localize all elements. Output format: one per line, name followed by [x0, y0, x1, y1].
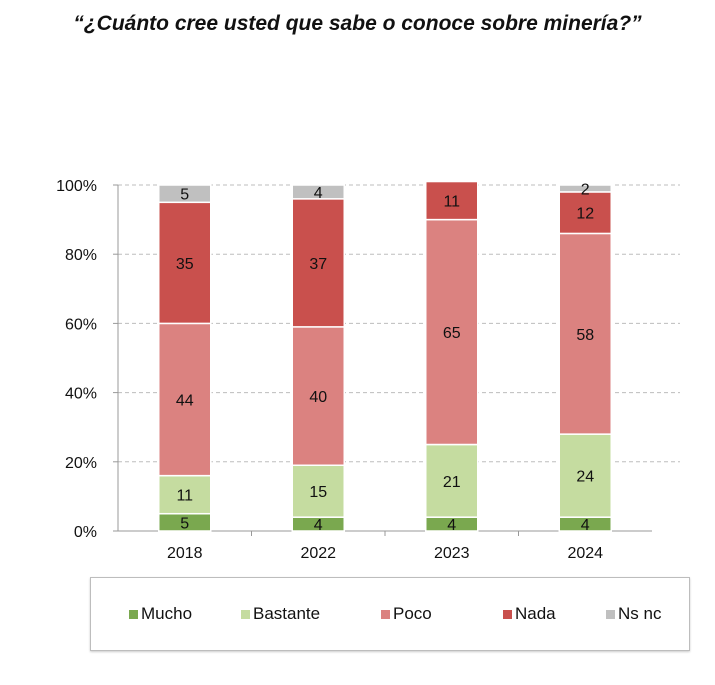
- legend-label: Mucho: [141, 604, 193, 623]
- legend-label: Nada: [515, 604, 556, 623]
- bar-segment-poco: [291, 326, 345, 467]
- legend-swatch: [129, 609, 138, 619]
- bar-segment-bastante: [291, 464, 345, 518]
- data-label: 2: [581, 181, 590, 198]
- y-tick-label: 20%: [65, 455, 97, 472]
- bar-segment-ns-nc: [291, 184, 345, 200]
- data-label: 5: [180, 515, 189, 532]
- bar-segment-poco: [558, 232, 612, 435]
- y-tick-label: 60%: [65, 316, 97, 333]
- x-tick-label: 2022: [300, 545, 336, 562]
- data-label: 24: [576, 469, 594, 486]
- data-label: 4: [314, 517, 323, 534]
- data-label: 15: [309, 484, 327, 501]
- data-label: 65: [443, 325, 461, 342]
- bar-segment-nada: [558, 191, 612, 235]
- legend-item: Nada: [503, 604, 556, 624]
- legend-swatch: [241, 609, 250, 619]
- x-tick-label: 2024: [567, 545, 603, 562]
- bar-segment-nada: [158, 201, 212, 325]
- legend-item: Bastante: [241, 604, 320, 624]
- legend: Mucho Bastante Poco Nada Ns nc: [90, 577, 690, 651]
- legend-item: Poco: [381, 604, 432, 624]
- legend-item: Ns nc: [606, 604, 661, 624]
- y-tick-label: 40%: [65, 386, 97, 403]
- data-label: 11: [443, 194, 460, 211]
- data-label: 21: [443, 474, 461, 491]
- data-label: 4: [314, 185, 323, 202]
- legend-label: Poco: [393, 604, 432, 623]
- stacked-bar-chart: 0%20%40%60%80%100%2018511443552022415403…: [56, 178, 680, 562]
- data-label: 58: [576, 327, 594, 344]
- bar-segment-ns-nc: [558, 184, 612, 193]
- data-label: 40: [309, 389, 327, 406]
- data-label: 35: [176, 256, 194, 273]
- bar-segment-poco: [158, 322, 212, 477]
- data-label: 4: [581, 517, 590, 534]
- data-label: 5: [180, 187, 189, 204]
- data-label: 44: [176, 393, 194, 410]
- bar-segment-bastante: [425, 443, 479, 518]
- legend-swatch: [606, 609, 615, 619]
- y-tick-label: 100%: [56, 178, 97, 195]
- bar-segment-nada: [425, 180, 479, 221]
- legend-item: Mucho: [129, 604, 192, 624]
- data-label: 4: [447, 517, 456, 534]
- chart-title: “¿Cuánto cree usted que sabe o conoce so…: [73, 12, 642, 35]
- legend-swatch: [381, 609, 390, 619]
- legend-label: Bastante: [253, 604, 321, 623]
- data-label: 37: [309, 256, 327, 273]
- x-tick-label: 2023: [434, 545, 470, 562]
- x-tick-label: 2018: [167, 545, 203, 562]
- data-label: 12: [576, 206, 594, 223]
- bar-segment-nada: [291, 198, 345, 328]
- legend-label: Ns nc: [618, 604, 662, 623]
- bar-segment-bastante: [158, 474, 212, 515]
- data-label: 11: [176, 488, 193, 505]
- y-tick-label: 80%: [65, 247, 97, 264]
- bar-segment-ns-nc: [158, 184, 212, 204]
- y-tick-label: 0%: [74, 524, 97, 541]
- legend-swatch: [503, 609, 512, 619]
